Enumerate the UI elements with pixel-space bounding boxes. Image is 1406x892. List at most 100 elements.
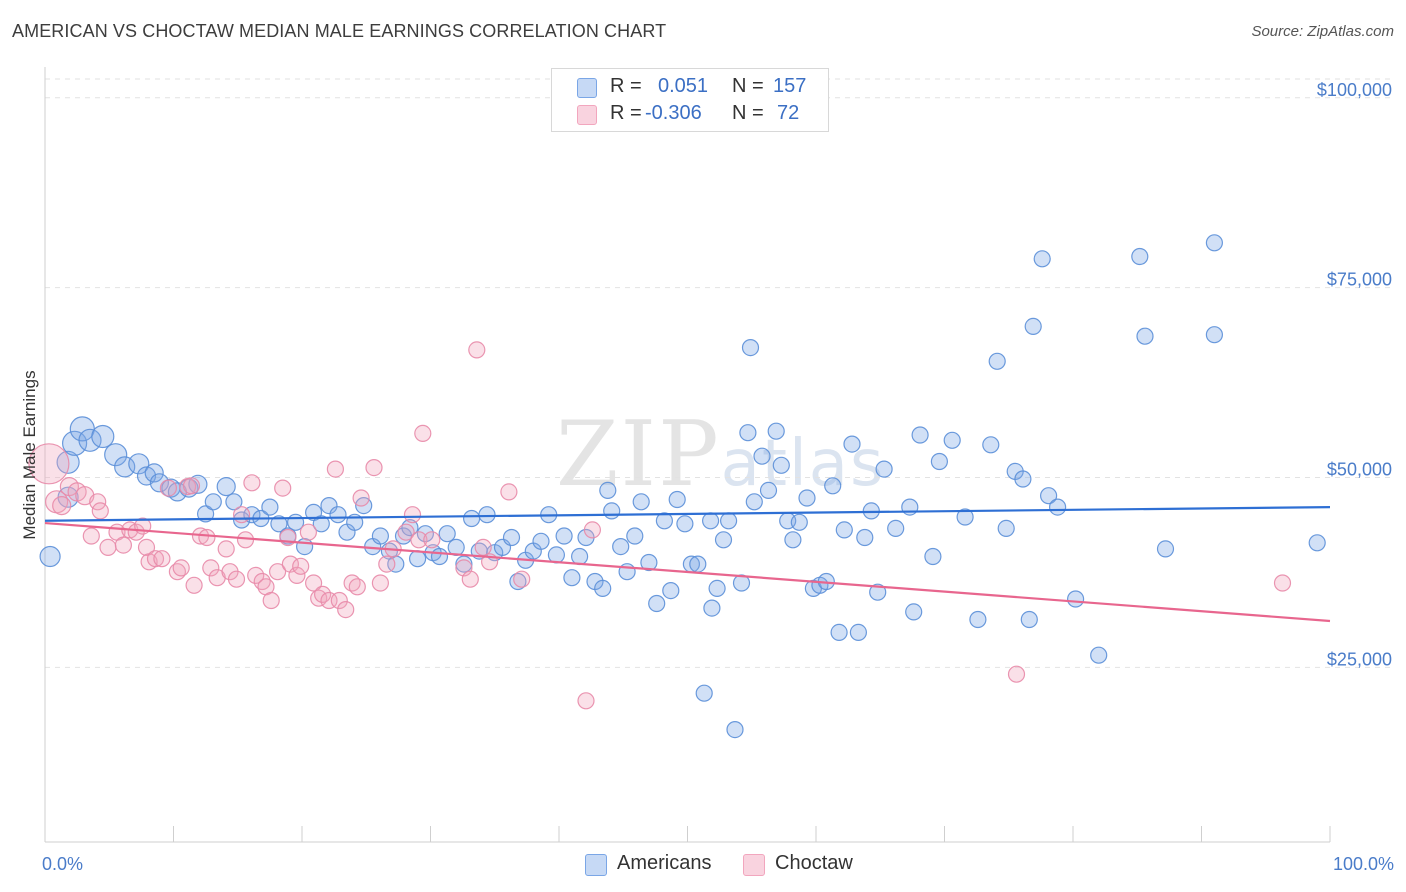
americans-point: [869, 583, 887, 601]
choctaw-point: [114, 536, 133, 554]
americans-point: [91, 424, 115, 449]
americans-point: [463, 509, 481, 528]
choctaw-point: [182, 477, 201, 495]
choctaw-point: [410, 531, 428, 549]
choctaw-n-value: 72: [777, 102, 800, 124]
americans-point: [371, 527, 389, 545]
americans-point: [61, 430, 88, 456]
choctaw-point: [198, 528, 216, 547]
americans-n-label: N =: [732, 75, 764, 97]
americans-point: [104, 443, 128, 467]
americans-point: [703, 599, 721, 617]
choctaw-point: [348, 578, 366, 596]
americans-point: [640, 553, 658, 572]
americans-point: [662, 581, 680, 600]
americans-point: [1205, 326, 1224, 344]
americans-point: [216, 477, 236, 497]
choctaw-point: [461, 570, 479, 588]
americans-point: [943, 431, 961, 449]
americans-point: [875, 460, 893, 478]
choctaw-point: [185, 576, 203, 594]
y-tick-label: $100,000: [1317, 80, 1392, 100]
americans-point: [798, 489, 816, 507]
americans-point: [329, 506, 347, 524]
choctaw-point: [279, 528, 297, 547]
grid: [45, 78, 1392, 668]
americans-point: [930, 452, 949, 471]
americans-point: [478, 506, 496, 524]
americans-point: [570, 547, 589, 566]
choctaw-point: [137, 538, 156, 557]
americans-point: [626, 527, 644, 545]
americans-point: [772, 456, 790, 474]
choctaw-point: [403, 506, 422, 524]
americans-point: [695, 684, 713, 702]
correlation-legend: R = 0.051 N = 157 R = -0.306 N = 72: [551, 68, 829, 132]
choctaw-point: [423, 531, 441, 549]
americans-point: [830, 623, 848, 642]
choctaw-point: [397, 523, 415, 541]
americans-legend-label: Americans: [617, 852, 712, 874]
choctaw-trend-line: [44, 521, 1331, 623]
choctaw-point: [305, 574, 323, 592]
choctaw-swatch: [577, 105, 597, 125]
americans-point: [969, 610, 987, 629]
watermark-atlas: atlas: [720, 427, 886, 501]
americans-point: [409, 550, 427, 568]
choctaw-point: [288, 566, 306, 585]
americans-point: [719, 512, 738, 530]
choctaw-legend-label: Choctaw: [775, 852, 853, 874]
choctaw-point: [28, 443, 70, 485]
americans-point: [745, 493, 763, 511]
x-tick-label-start: 0.0%: [42, 854, 83, 874]
americans-point: [416, 525, 434, 543]
americans-point: [233, 511, 251, 529]
trend-lines: [44, 506, 1331, 623]
americans-point: [668, 490, 686, 509]
americans-point: [714, 531, 733, 549]
choctaw-point: [202, 559, 220, 577]
choctaw-point: [269, 563, 287, 581]
americans-point: [532, 532, 550, 550]
americans-point: [204, 493, 222, 511]
americans-point: [555, 527, 573, 545]
americans-point: [767, 422, 785, 440]
source-credit[interactable]: Source: ZipAtlas.com: [1251, 23, 1394, 40]
choctaw-r-label: R =: [610, 102, 642, 124]
axis-labels: $25,000 $50,000 $75,000 $100,000 0.0% 100.0% M…: [20, 80, 1394, 874]
americans-point: [849, 623, 868, 642]
choctaw-point: [127, 523, 145, 541]
choctaw-legend-swatch: [743, 854, 765, 876]
choctaw-point: [500, 483, 518, 501]
americans-point: [1033, 250, 1051, 268]
y-tick-label: $25,000: [1327, 649, 1392, 669]
choctaw-point: [146, 550, 165, 568]
americans-point: [455, 555, 473, 573]
americans-point: [739, 424, 757, 442]
choctaw-point: [337, 600, 355, 619]
americans-trend-line: [44, 506, 1331, 522]
americans-point: [1136, 327, 1154, 345]
americans-point: [784, 531, 802, 549]
americans-point: [911, 426, 929, 444]
choctaw-point: [326, 460, 344, 478]
choctaw-point: [82, 527, 100, 545]
americans-point: [835, 521, 853, 539]
americans-point: [997, 519, 1015, 538]
americans-r-value: 0.051: [658, 75, 709, 97]
choctaw-point: [292, 557, 310, 575]
americans-point: [759, 481, 778, 499]
americans-point: [887, 519, 905, 538]
americans-point: [261, 498, 279, 516]
americans-point: [1090, 646, 1108, 664]
americans-point: [149, 473, 169, 493]
watermark-zip: ZIP: [556, 402, 721, 507]
americans-r-label: R =: [610, 75, 642, 97]
choctaw-point: [262, 591, 280, 610]
americans-n-value: 157: [773, 75, 807, 97]
choctaw-point: [468, 341, 486, 359]
choctaw-point: [1007, 665, 1026, 683]
choctaw-point: [274, 479, 292, 497]
americans-point: [843, 435, 861, 453]
